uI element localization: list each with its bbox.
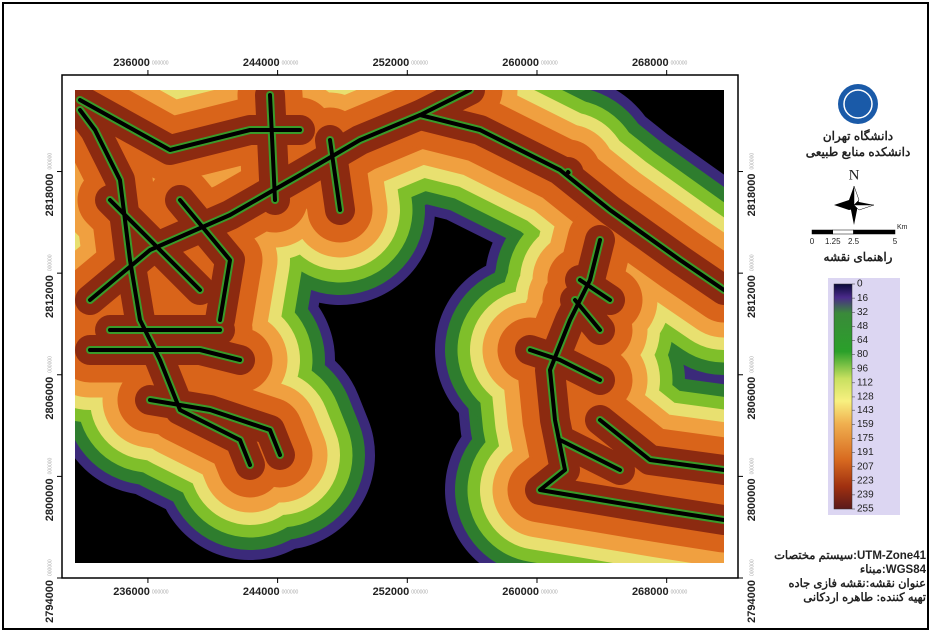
- legend-label: 255: [857, 504, 874, 515]
- legend-label: 239: [857, 490, 874, 501]
- legend-label: 64: [857, 335, 869, 346]
- legend-label: 0: [857, 279, 863, 290]
- north-arrow-light: [854, 186, 874, 210]
- tick-suffix: 000000: [282, 589, 299, 595]
- info-line: عنوان نقشه:نقشه فازی جاده: [788, 577, 926, 591]
- legend-label: 223: [857, 475, 874, 486]
- x-tick-label: 252000: [373, 586, 410, 598]
- faculty: دانشکده منابع طبیعی: [806, 145, 911, 160]
- scale-label: 2.5: [848, 237, 860, 246]
- university: دانشگاه تهران: [823, 128, 893, 144]
- y-tick-label: 2812000: [746, 275, 758, 318]
- scale-label: 1.25: [825, 237, 841, 246]
- tick-suffix: 000000: [541, 60, 558, 66]
- legend-label: 207: [857, 461, 874, 472]
- x-tick-label: 244000: [243, 57, 280, 69]
- legend-ramp: [834, 284, 852, 509]
- info-line: تهیه کننده: طاهره اردکانی: [803, 591, 927, 605]
- x-tick-label: 244000: [243, 586, 280, 598]
- y-tick-label: 2812000: [44, 275, 56, 318]
- scale-unit: Km: [897, 224, 908, 231]
- legend-label: 128: [857, 392, 874, 403]
- tick-suffix: 000000: [671, 589, 688, 595]
- tick-suffix: 000000: [47, 254, 53, 271]
- tick-suffix: 000000: [47, 153, 53, 170]
- x-tick-label: 268000: [632, 586, 669, 598]
- legend-label: 96: [857, 363, 869, 374]
- tick-suffix: 000000: [411, 589, 428, 595]
- y-tick-label: 2800000: [746, 478, 758, 521]
- y-tick-label: 2818000: [44, 174, 56, 217]
- x-tick-label: 268000: [632, 57, 669, 69]
- tick-suffix: 000000: [749, 457, 755, 474]
- y-tick-label: 2800000: [44, 478, 56, 521]
- scale-segment: [854, 230, 896, 234]
- tick-suffix: 000000: [749, 559, 755, 576]
- tick-suffix: 000000: [749, 153, 755, 170]
- north-label: N: [849, 167, 860, 183]
- page: دانشگاه تهران دانشکده منابع طبیعی N راهن…: [0, 0, 931, 632]
- x-tick-label: 252000: [373, 57, 410, 69]
- scale-label: 5: [893, 237, 898, 246]
- legend-label: 32: [857, 307, 869, 318]
- legend-label: 175: [857, 433, 874, 444]
- tick-suffix: 000000: [47, 457, 53, 474]
- tick-suffix: 000000: [47, 356, 53, 373]
- y-tick-label: 2806000: [44, 377, 56, 420]
- y-tick-label: 2806000: [746, 377, 758, 420]
- tick-suffix: 000000: [47, 559, 53, 576]
- legend-label: 48: [857, 321, 869, 332]
- raster: [75, 90, 724, 563]
- legend-title: راهنمای نقشه: [824, 250, 893, 265]
- y-tick-label: 2794000: [746, 580, 758, 623]
- tick-suffix: 000000: [541, 589, 558, 595]
- y-tick-label: 2818000: [746, 174, 758, 217]
- tick-suffix: 000000: [411, 60, 428, 66]
- info-line: سیستم مختصات:UTM-Zone41: [774, 549, 926, 563]
- scale-segment: [833, 230, 854, 234]
- tick-suffix: 000000: [282, 60, 299, 66]
- legend-label: 191: [857, 447, 874, 458]
- x-tick-label: 236000: [113, 57, 150, 69]
- x-tick-label: 236000: [113, 586, 150, 598]
- legend-label: 16: [857, 293, 869, 304]
- x-tick-label: 260000: [502, 57, 539, 69]
- info-line: مبناء:WGS84: [860, 563, 927, 576]
- legend-label: 80: [857, 349, 869, 360]
- legend-label: 159: [857, 419, 874, 430]
- scale-segment: [812, 230, 833, 234]
- tick-suffix: 000000: [749, 254, 755, 271]
- tick-suffix: 000000: [152, 60, 169, 66]
- tick-suffix: 000000: [671, 60, 688, 66]
- tick-suffix: 000000: [152, 589, 169, 595]
- x-tick-label: 260000: [502, 586, 539, 598]
- info: سیستم مختصات:UTM-Zone41مبناء:WGS84عنوان …: [774, 549, 927, 605]
- scale-label: 0: [810, 237, 815, 246]
- tick-suffix: 000000: [749, 356, 755, 373]
- legend-label: 112: [857, 377, 873, 388]
- y-tick-label: 2794000: [44, 580, 56, 623]
- legend-label: 143: [857, 405, 874, 416]
